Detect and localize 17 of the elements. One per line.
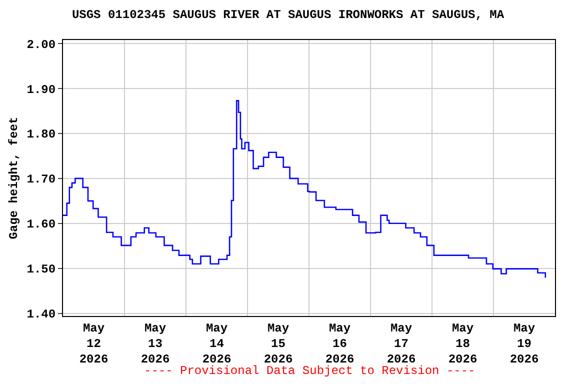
y-tick-label: 1.60 xyxy=(26,218,56,232)
y-tick-label: 1.40 xyxy=(26,308,56,322)
x-tick-label: May 12 2026 xyxy=(79,321,108,367)
x-tick-label: May 13 2026 xyxy=(140,321,170,367)
x-tick-label: May 17 2026 xyxy=(386,321,416,367)
x-tick-label: May 19 2026 xyxy=(510,321,539,367)
y-tick-label: 1.70 xyxy=(26,172,56,187)
x-tick-label: May 15 2026 xyxy=(264,321,293,367)
y-tick-label: 2.00 xyxy=(26,38,56,52)
y-axis-title: Gage height, feet xyxy=(7,116,22,240)
x-tick-label: May 14 2026 xyxy=(202,321,232,367)
x-tick-label: May 18 2026 xyxy=(448,321,478,367)
chart-title: USGS 01102345 SAUGUS RIVER AT SAUGUS IRONWORKS AT SAUGUS, MA xyxy=(72,8,505,22)
y-tick-label: 1.90 xyxy=(26,82,56,97)
y-tick-label: 1.50 xyxy=(26,262,56,277)
y-tick-label: 1.80 xyxy=(26,128,56,142)
text: ---- Provisional Data Subject to Revision ---- xyxy=(144,364,476,378)
